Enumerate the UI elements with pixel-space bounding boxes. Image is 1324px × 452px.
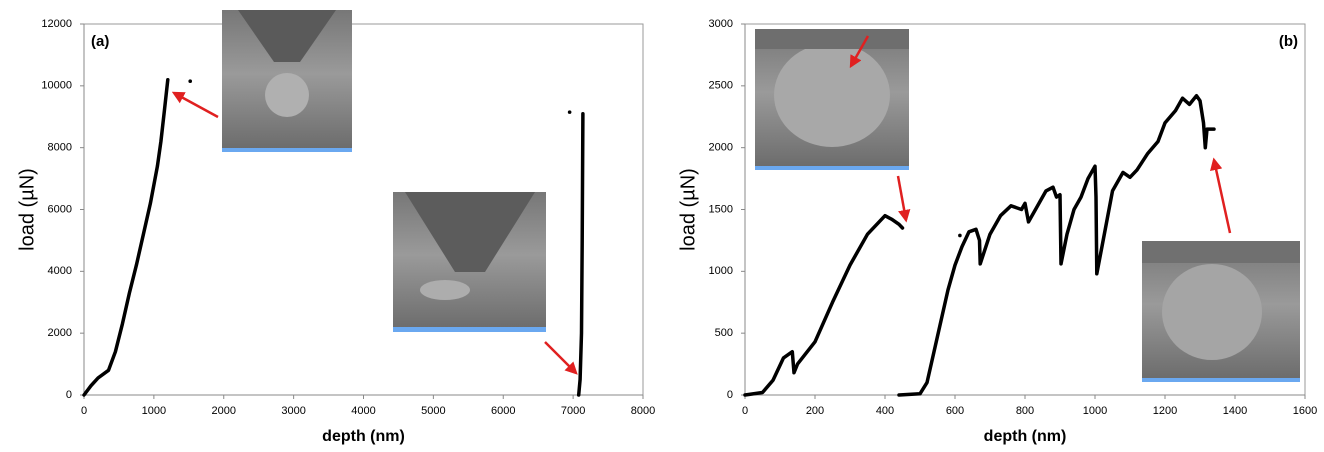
x-tick-label: 800 xyxy=(1016,405,1034,417)
sem-scale xyxy=(1142,378,1300,382)
x-tick-label: 0 xyxy=(742,405,748,417)
arrow xyxy=(171,91,219,119)
insets xyxy=(222,10,1300,382)
x-tick-label: 400 xyxy=(876,405,894,417)
sem-scale xyxy=(393,327,546,332)
x-axis-title: depth (nm) xyxy=(984,428,1067,445)
sem-debris xyxy=(420,280,470,300)
data-line xyxy=(897,93,1216,397)
x-axis-title: depth (nm) xyxy=(322,428,405,445)
panel-label: (b) xyxy=(1279,33,1298,50)
arrows xyxy=(171,35,1232,375)
y-tick-label: 4000 xyxy=(48,265,72,277)
y-tick-label: 10000 xyxy=(41,80,72,92)
x-tick-label: 1000 xyxy=(142,405,166,417)
y-axis-title: load (µN) xyxy=(16,168,38,251)
sem-tip xyxy=(755,29,909,49)
x-tick-label: 8000 xyxy=(631,405,655,417)
arrow xyxy=(896,175,911,223)
x-tick-label: 0 xyxy=(81,405,87,417)
sem-particle xyxy=(1162,264,1262,360)
y-tick-label: 2500 xyxy=(709,80,733,92)
x-tick-label: 7000 xyxy=(561,405,585,417)
sem-particle xyxy=(265,73,309,117)
data-line xyxy=(82,77,170,397)
arrow xyxy=(544,341,578,375)
y-tick-label: 8000 xyxy=(48,142,72,154)
x-tick-label: 1400 xyxy=(1223,405,1247,417)
data-point xyxy=(958,233,962,238)
arrow xyxy=(1210,157,1232,234)
x-tick-label: 5000 xyxy=(421,405,445,417)
x-tick-label: 600 xyxy=(946,405,964,417)
y-tick-label: 0 xyxy=(727,389,733,401)
sem-tip xyxy=(1142,241,1300,263)
y-tick-label: 2000 xyxy=(709,142,733,154)
x-tick-label: 1000 xyxy=(1083,405,1107,417)
arrow xyxy=(849,35,870,69)
y-tick-label: 6000 xyxy=(48,203,72,215)
y-tick-label: 0 xyxy=(66,389,72,401)
y-tick-label: 1000 xyxy=(709,265,733,277)
data-line xyxy=(743,213,905,397)
sem-scale xyxy=(222,148,352,152)
panel-label: (a) xyxy=(91,33,109,50)
sem-tip xyxy=(238,10,336,62)
y-axis-title: load (µN) xyxy=(677,168,699,251)
x-tick-label: 3000 xyxy=(281,405,305,417)
x-tick-label: 1200 xyxy=(1153,405,1177,417)
x-tick-label: 2000 xyxy=(212,405,236,417)
data-line xyxy=(576,111,585,397)
y-tick-label: 2000 xyxy=(48,327,72,339)
y-tick-label: 3000 xyxy=(709,18,733,30)
data-point xyxy=(188,79,193,83)
x-tick-label: 1600 xyxy=(1293,405,1317,417)
y-tick-label: 500 xyxy=(715,327,733,339)
sem-scale xyxy=(755,166,909,170)
data-point xyxy=(567,110,572,114)
sem-particle xyxy=(774,43,890,147)
x-tick-label: 6000 xyxy=(491,405,515,417)
y-tick-label: 1500 xyxy=(709,203,733,215)
x-tick-label: 200 xyxy=(806,405,824,417)
y-tick-label: 12000 xyxy=(41,18,72,30)
sem-tip xyxy=(405,192,535,272)
x-tick-label: 4000 xyxy=(351,405,375,417)
